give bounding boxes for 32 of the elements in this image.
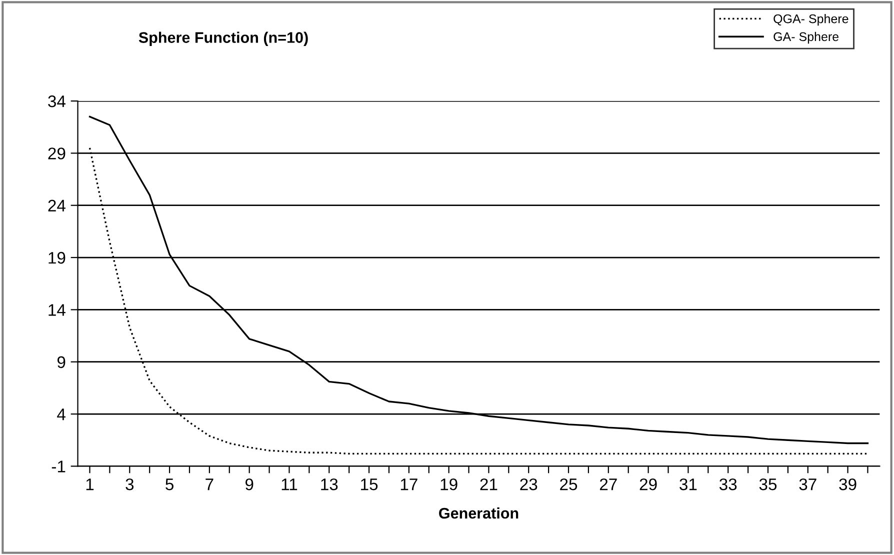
x-tick-label: 19 [440,478,458,490]
y-tick-label: 9 [57,356,66,368]
x-tick-label: 7 [206,478,214,490]
x-tick-label: 25 [560,478,578,490]
x-tick-label: 21 [480,478,498,490]
x-tick-label: 3 [126,478,134,490]
y-tick-label: 24 [48,200,66,212]
x-tick-label: 31 [680,478,697,490]
y-tick-label: 34 [48,95,66,108]
x-tick-label: 1 [86,478,94,490]
x-tick-label: 39 [839,478,856,490]
x-tick-label: 11 [282,478,298,490]
x-tick-label: 5 [166,478,174,490]
x-tick-label: 37 [799,478,816,490]
legend-label: GA- Sphere [774,32,839,44]
y-tick-label: -1 [52,460,66,472]
x-tick-label: 15 [361,478,378,490]
y-tick-label: 14 [48,304,66,316]
x-axis-title: Generation [439,507,518,519]
chart-title: Sphere Function (n=10) [138,32,308,46]
x-tick-label: 33 [719,478,737,490]
x-tick-label: 23 [520,478,538,490]
y-tick-label: 4 [57,408,66,420]
x-tick-label: 27 [600,478,617,490]
x-tick-label: 35 [759,478,777,490]
legend-label: QGA- Sphere [774,14,848,26]
x-tick-label: 9 [245,478,254,490]
x-tick-label: 13 [321,478,338,490]
x-tick-label: 17 [400,478,418,490]
y-tick-label: 29 [48,148,66,160]
x-tick-label: 29 [640,478,657,490]
y-tick-label: 19 [48,252,66,264]
